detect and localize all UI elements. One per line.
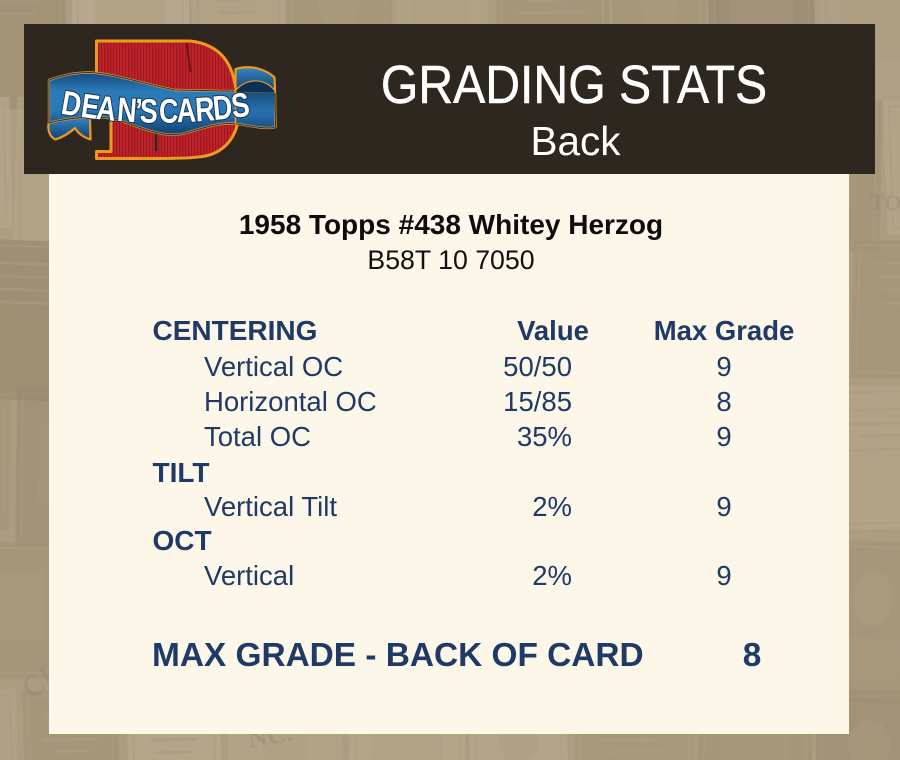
svg-text:A: A bbox=[95, 89, 119, 129]
svg-text:R: R bbox=[194, 90, 216, 129]
svg-text:’: ’ bbox=[134, 92, 143, 130]
svg-text:R: R bbox=[194, 90, 216, 129]
svg-text:TOPPS: TOPPS bbox=[870, 190, 900, 215]
svg-text:A: A bbox=[95, 89, 119, 129]
svg-text:S: S bbox=[229, 86, 252, 126]
svg-text:N: N bbox=[116, 91, 138, 130]
svg-text:A: A bbox=[176, 92, 197, 130]
svg-text:N: N bbox=[116, 91, 138, 130]
svg-text:D: D bbox=[211, 88, 234, 127]
svg-text:D: D bbox=[211, 88, 234, 127]
svg-text:C: C bbox=[159, 93, 178, 131]
svg-text:S: S bbox=[139, 92, 158, 130]
svg-text:A: A bbox=[176, 92, 197, 130]
svg-text:S: S bbox=[139, 92, 158, 130]
svg-text:C: C bbox=[159, 93, 178, 131]
svg-text:’: ’ bbox=[134, 92, 143, 130]
